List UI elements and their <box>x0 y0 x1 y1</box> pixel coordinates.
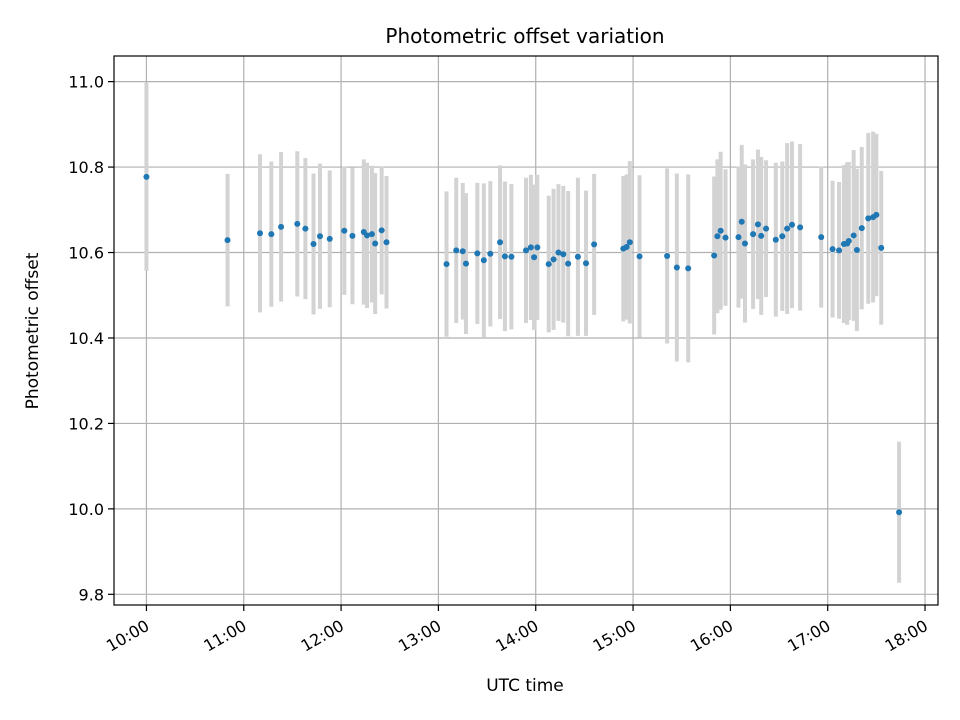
data-point <box>501 253 508 260</box>
data-point <box>443 261 450 268</box>
data-point <box>545 261 552 268</box>
data-point <box>278 223 285 230</box>
data-point <box>758 232 765 239</box>
data-point <box>294 220 301 227</box>
data-point <box>143 173 150 180</box>
data-point <box>714 233 721 240</box>
data-point <box>738 218 745 225</box>
data-point <box>378 227 385 234</box>
data-point <box>583 260 590 267</box>
data-point <box>508 253 515 260</box>
data-point <box>626 239 633 246</box>
data-point <box>836 247 843 254</box>
data-point <box>636 253 643 260</box>
data-point <box>256 230 263 237</box>
data-point <box>550 256 557 263</box>
data-point <box>754 221 761 228</box>
data-point <box>453 247 460 254</box>
data-point <box>685 265 692 272</box>
data-point <box>527 244 534 251</box>
data-point <box>873 211 880 218</box>
data-point <box>560 251 567 258</box>
y-tick-label: 10.0 <box>68 500 104 519</box>
data-point <box>763 225 770 232</box>
data-point <box>531 254 538 261</box>
data-point <box>268 231 275 238</box>
x-axis-label: UTC time <box>486 676 564 696</box>
data-point <box>555 249 562 256</box>
data-point <box>845 237 852 244</box>
y-tick-label: 10.4 <box>68 329 104 348</box>
data-point <box>474 250 481 257</box>
axes-frame <box>113 55 939 606</box>
data-point <box>317 233 323 240</box>
data-point <box>487 250 494 257</box>
data-point <box>711 252 718 259</box>
data-point <box>829 246 836 253</box>
data-point <box>865 215 872 222</box>
data-point <box>853 246 860 253</box>
data-point <box>459 248 466 255</box>
y-tick-label: 10.8 <box>68 158 104 177</box>
data-point <box>797 224 804 231</box>
chart-title: Photometric offset variation <box>385 24 664 48</box>
data-point <box>302 225 309 232</box>
data-point <box>310 240 317 247</box>
data-point <box>673 264 680 271</box>
data-point <box>534 244 541 251</box>
data-point <box>818 234 825 241</box>
data-point <box>664 252 671 259</box>
y-tick-label: 11.0 <box>68 73 104 92</box>
y-tick-label: 9.8 <box>79 585 104 604</box>
data-point <box>591 241 598 248</box>
y-tick-label: 10.2 <box>68 414 104 433</box>
data-point <box>372 240 379 247</box>
data-point <box>383 239 390 246</box>
data-point <box>789 221 796 228</box>
data-point <box>772 236 779 243</box>
data-point <box>896 509 903 516</box>
data-point <box>623 243 630 250</box>
data-point <box>741 240 748 247</box>
data-point <box>523 247 529 254</box>
data-point <box>462 260 469 267</box>
data-point <box>750 231 757 238</box>
data-point <box>565 260 572 267</box>
data-point <box>717 227 724 234</box>
data-point <box>784 225 791 232</box>
y-axis-label: Photometric offset <box>23 252 43 409</box>
data-point <box>497 239 504 246</box>
data-point <box>349 232 356 239</box>
point-layer <box>143 173 903 516</box>
data-point <box>326 235 333 242</box>
data-point <box>574 253 581 260</box>
data-point <box>722 234 729 241</box>
data-point <box>850 232 857 239</box>
data-point <box>341 227 348 234</box>
data-point <box>224 237 231 244</box>
data-point <box>480 257 487 264</box>
data-point <box>878 244 885 251</box>
data-point <box>735 234 742 241</box>
data-point <box>858 225 865 232</box>
data-point <box>779 233 786 240</box>
data-point <box>368 231 375 238</box>
data-point <box>364 232 371 239</box>
y-tick-label: 10.6 <box>68 244 104 263</box>
